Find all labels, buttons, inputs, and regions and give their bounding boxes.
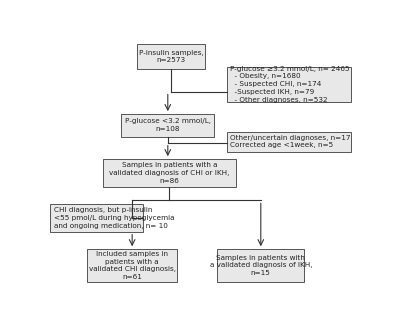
Text: CHI diagnosis, but p-insulin
<55 pmol/L during hypoglycemia
and ongoing medicati: CHI diagnosis, but p-insulin <55 pmol/L …: [54, 207, 174, 229]
Text: Samples in patients with
a validated diagnosis of IKH,
n=15: Samples in patients with a validated dia…: [210, 255, 312, 276]
FancyBboxPatch shape: [121, 114, 214, 136]
Text: P-glucose <3.2 mmol/L,
n=108: P-glucose <3.2 mmol/L, n=108: [125, 118, 211, 132]
FancyBboxPatch shape: [218, 249, 304, 282]
FancyBboxPatch shape: [227, 67, 351, 101]
FancyBboxPatch shape: [87, 249, 177, 282]
FancyBboxPatch shape: [227, 132, 351, 151]
Text: P-glucose ≥3.2 mmol/L, n= 2465
  - Obesity, n=1680
  - Suspected CHI, n=174
  -S: P-glucose ≥3.2 mmol/L, n= 2465 - Obesity…: [230, 66, 350, 103]
FancyBboxPatch shape: [50, 204, 143, 232]
Text: Samples in patients with a
validated diagnosis of CHI or IKH,
n=86: Samples in patients with a validated dia…: [109, 162, 230, 184]
FancyBboxPatch shape: [103, 159, 236, 187]
Text: Included samples in
patients with a
validated CHI diagnosis,
n=61: Included samples in patients with a vali…: [89, 251, 176, 280]
Text: Other/uncertain diagnoses, n=17
Corrected age <1week, n=5: Other/uncertain diagnoses, n=17 Correcte…: [230, 135, 351, 149]
Text: P-insulin samples,
n=2573: P-insulin samples, n=2573: [138, 50, 203, 63]
FancyBboxPatch shape: [137, 44, 205, 69]
